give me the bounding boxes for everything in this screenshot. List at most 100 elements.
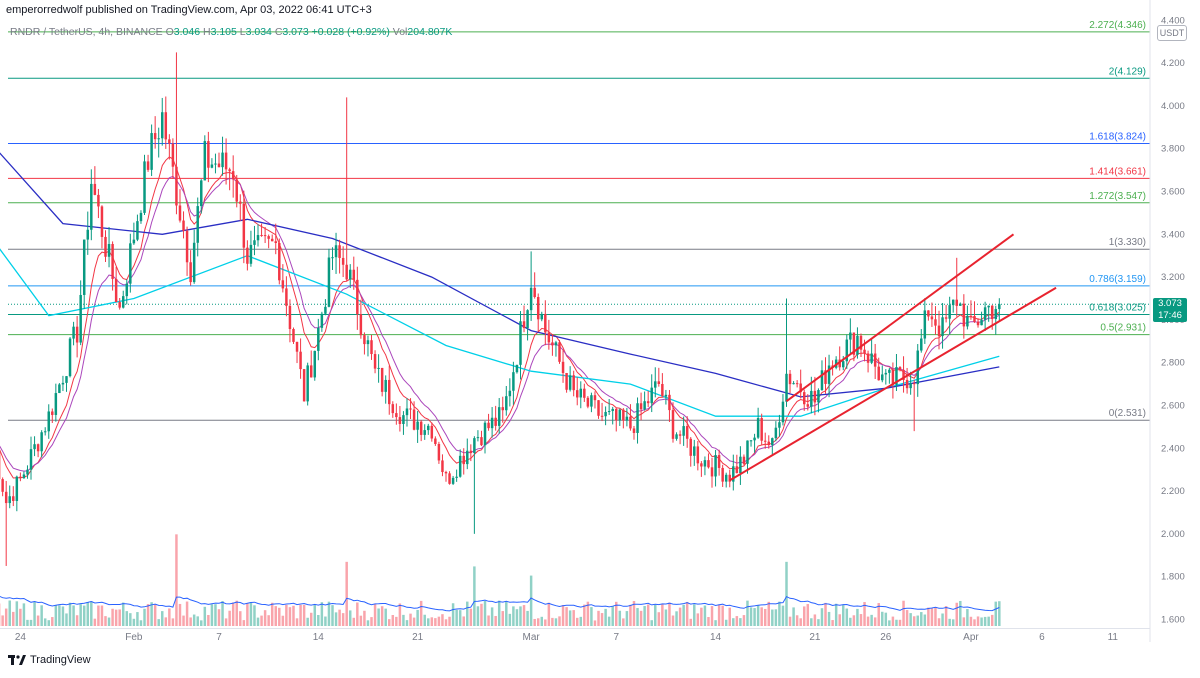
candle-body bbox=[420, 422, 422, 435]
open-label: O bbox=[166, 26, 174, 38]
volume-bar bbox=[79, 604, 81, 626]
candle-body bbox=[267, 236, 269, 239]
fib-level-label: 1.272(3.547) bbox=[1089, 191, 1146, 202]
candle-body bbox=[33, 444, 35, 449]
candle-body bbox=[193, 243, 195, 282]
candle-body bbox=[26, 470, 28, 475]
candle-body bbox=[587, 398, 589, 407]
candle-body bbox=[643, 401, 645, 409]
volume-bar bbox=[466, 602, 468, 626]
volume-bar bbox=[576, 618, 578, 626]
volume-bar bbox=[842, 605, 844, 626]
tradingview-brand[interactable]: TradingView bbox=[8, 654, 91, 666]
candle-body bbox=[384, 380, 386, 392]
fib-level-label: 2.272(4.346) bbox=[1089, 20, 1146, 31]
volume-bar bbox=[580, 617, 582, 626]
candle-body bbox=[615, 409, 617, 420]
candle-body bbox=[991, 306, 993, 319]
x-tick-label: Mar bbox=[523, 632, 541, 643]
candle-body bbox=[650, 388, 652, 404]
candle-body bbox=[19, 477, 21, 479]
candle-body bbox=[576, 390, 578, 397]
volume-bar bbox=[90, 601, 92, 626]
volume-bar bbox=[310, 613, 312, 626]
candle-body bbox=[750, 440, 752, 441]
candle-body bbox=[583, 389, 585, 398]
symbol-name: RNDR / TetherUS, 4h, BINANCE bbox=[10, 26, 163, 38]
volume-bar bbox=[37, 616, 39, 626]
candle-body bbox=[335, 245, 337, 257]
candle-body bbox=[321, 314, 323, 328]
volume-bar bbox=[264, 610, 266, 626]
volume-bar bbox=[838, 614, 840, 626]
volume-bar bbox=[916, 616, 918, 626]
volume-bar bbox=[186, 602, 188, 626]
volume-bar bbox=[526, 611, 528, 626]
candle-body bbox=[739, 457, 741, 473]
candle-body bbox=[494, 418, 496, 426]
candle-body bbox=[345, 265, 347, 280]
volume-bar bbox=[668, 603, 670, 626]
candle-body bbox=[924, 310, 926, 338]
candle-body bbox=[441, 460, 443, 472]
volume-bar bbox=[353, 618, 355, 626]
volume-bar bbox=[62, 606, 64, 626]
candle-body bbox=[260, 235, 262, 236]
volume-bar bbox=[906, 610, 908, 626]
candle-body bbox=[796, 383, 798, 384]
volume-bar bbox=[214, 604, 216, 626]
volume-bar bbox=[927, 608, 929, 626]
volume-bar bbox=[299, 605, 301, 626]
volume-bar bbox=[746, 601, 748, 626]
candle-body bbox=[647, 401, 649, 403]
volume-bar bbox=[537, 618, 539, 626]
candle-body bbox=[37, 444, 39, 451]
volume-bar bbox=[480, 604, 482, 626]
candle-body bbox=[572, 375, 574, 390]
candle-body bbox=[204, 141, 206, 180]
brand-name: TradingView bbox=[30, 654, 91, 666]
y-tick-label: 2.200 bbox=[1161, 486, 1185, 497]
candle-body bbox=[530, 288, 532, 310]
volume-bar bbox=[558, 616, 560, 626]
fib-level-label: 0.786(3.159) bbox=[1089, 274, 1146, 285]
publisher-line: emperorredwolf published on TradingView.… bbox=[6, 4, 372, 16]
volume-bar bbox=[846, 609, 848, 626]
candle-body bbox=[285, 288, 287, 305]
candle-body bbox=[434, 439, 436, 444]
candle-body bbox=[246, 248, 248, 264]
currency-unit-badge[interactable]: USDT bbox=[1157, 25, 1187, 41]
candle-body bbox=[870, 354, 872, 363]
y-tick-label: 1.800 bbox=[1161, 572, 1185, 583]
candle-body bbox=[353, 270, 355, 280]
volume-bar bbox=[551, 618, 553, 626]
volume-bar bbox=[76, 615, 78, 626]
volume-bar bbox=[257, 618, 259, 626]
volume-bar bbox=[924, 615, 926, 626]
candle-body bbox=[12, 496, 14, 501]
volume-bar bbox=[973, 619, 975, 626]
candle-body bbox=[111, 244, 113, 279]
volume-bar bbox=[420, 601, 422, 626]
volume-bar bbox=[980, 617, 982, 626]
candle-body bbox=[718, 455, 720, 468]
volume-bar bbox=[888, 620, 890, 626]
volume-bar bbox=[995, 602, 997, 626]
volume-bar bbox=[792, 607, 794, 626]
candle-body bbox=[363, 335, 365, 344]
volume-bar bbox=[682, 605, 684, 626]
candle-body bbox=[136, 221, 138, 240]
volume-bar bbox=[189, 617, 191, 626]
candle-body bbox=[569, 375, 571, 390]
candle-body bbox=[916, 351, 918, 385]
volume-bar bbox=[689, 619, 691, 626]
candle-body bbox=[303, 369, 305, 401]
volume-bar bbox=[448, 617, 450, 626]
volume-bar bbox=[764, 609, 766, 626]
volume-bar bbox=[807, 604, 809, 626]
volume-bar bbox=[604, 609, 606, 626]
volume-bar bbox=[275, 606, 277, 626]
y-tick-label: 2.400 bbox=[1161, 443, 1185, 454]
volume-bar bbox=[799, 618, 801, 626]
